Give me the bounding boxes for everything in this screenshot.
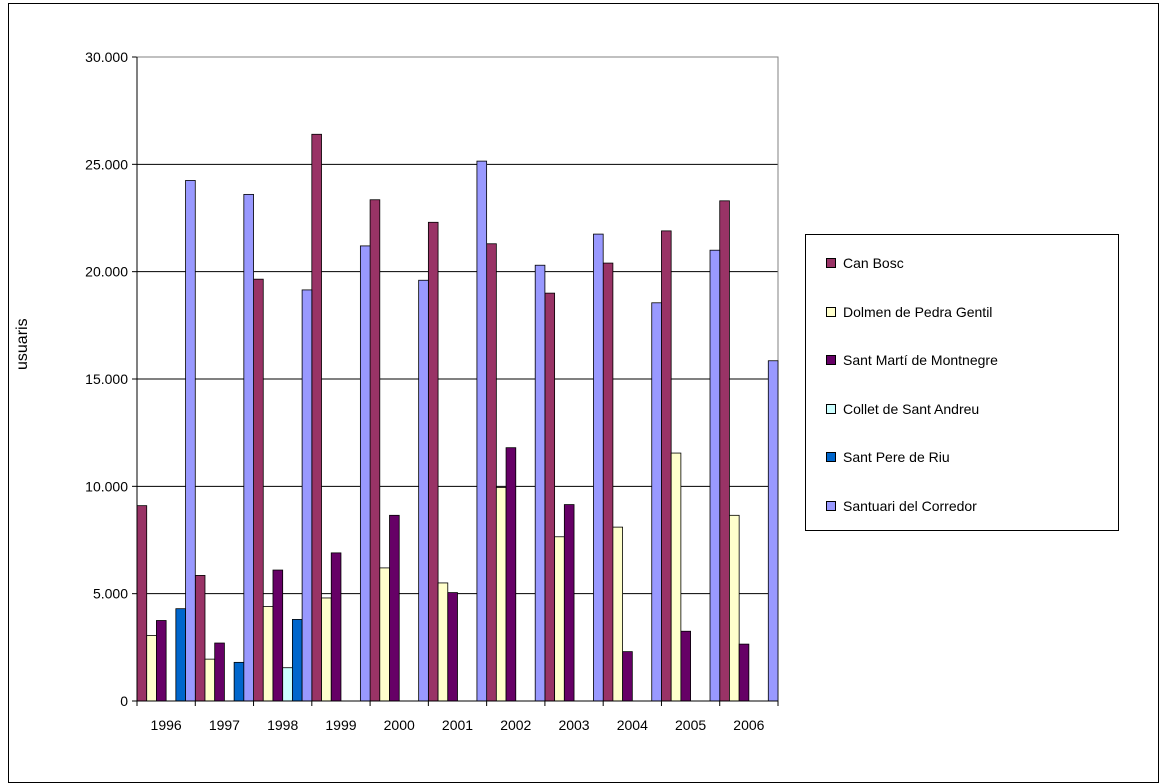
bar-can-bosc (486, 243, 497, 702)
bar-santuari-del-corredor (593, 233, 604, 702)
y-tick-label: 25.000 (85, 156, 128, 172)
bar-can-bosc (253, 278, 264, 702)
legend-label: Collet de Sant Andreu (843, 400, 980, 417)
bar-dolmen-de-pedra-gentil (204, 658, 216, 702)
bar-sant-mart-de-montnegre (505, 447, 517, 702)
x-tick-label: 2005 (675, 717, 706, 733)
bar-santuari-del-corredor (651, 302, 662, 702)
bar-santuari-del-corredor (243, 193, 254, 702)
legend-swatch (826, 258, 836, 268)
bar-dolmen-de-pedra-gentil (729, 514, 740, 702)
bar-dolmen-de-pedra-gentil (321, 597, 332, 702)
bar-santuari-del-corredor (359, 245, 371, 702)
bar-can-bosc (661, 230, 672, 702)
x-tick-label: 1996 (151, 717, 182, 733)
legend-item: Sant Martí de Montnegre (826, 351, 998, 369)
bar-can-bosc (719, 200, 730, 702)
bar-sant-pere-de-riu (175, 608, 186, 702)
y-tick-label: 0 (120, 693, 128, 709)
x-tick-label: 2004 (617, 717, 648, 733)
x-tick-label: 2003 (558, 717, 589, 733)
y-tick-label: 15.000 (85, 371, 128, 387)
x-tick-label: 1998 (267, 717, 298, 733)
bar-santuari-del-corredor (476, 160, 488, 702)
bar-dolmen-de-pedra-gentil (379, 567, 390, 702)
bar-can-bosc (544, 292, 556, 702)
bar-dolmen-de-pedra-gentil (495, 487, 507, 702)
bar-can-bosc (136, 505, 148, 702)
legend-swatch (826, 306, 836, 317)
bar-dolmen-de-pedra-gentil (670, 452, 682, 702)
bar-can-bosc (602, 262, 614, 702)
bar-santuari-del-corredor (767, 360, 779, 702)
bar-can-bosc (369, 199, 381, 702)
legend-item: Can Bosc (826, 254, 904, 272)
bar-sant-mart-de-montnegre (738, 643, 750, 702)
y-tick-label: 20.000 (85, 264, 128, 280)
bar-can-bosc (427, 221, 439, 702)
bar-santuari-del-corredor (301, 289, 313, 702)
legend-label: Dolmen de Pedra Gentil (843, 303, 993, 320)
y-axis-label: usuaris (14, 318, 31, 370)
legend-label: Sant Pere de Riu (843, 449, 950, 465)
bar-santuari-del-corredor (534, 264, 546, 702)
bar-dolmen-de-pedra-gentil (437, 582, 449, 702)
legend-label: Santuari del Corredor (843, 497, 977, 514)
bar-sant-mart-de-montnegre (622, 651, 633, 702)
legend-item: Santuari del Corredor (826, 497, 977, 515)
bar-sant-mart-de-montnegre (330, 552, 342, 702)
legend-item: Collet de Sant Andreu (826, 400, 979, 418)
x-tick-label: 2001 (442, 717, 473, 733)
bar-sant-mart-de-montnegre (214, 642, 225, 702)
legend-swatch (826, 403, 836, 414)
y-tick-label: 10.000 (85, 478, 128, 494)
bar-sant-mart-de-montnegre (272, 569, 284, 702)
y-tick-label: 5.000 (93, 586, 128, 602)
bar-dolmen-de-pedra-gentil (146, 635, 157, 702)
bar-sant-mart-de-montnegre (680, 630, 691, 702)
x-tick-label: 2000 (384, 717, 415, 733)
bar-sant-mart-de-montnegre (563, 504, 575, 702)
bar-sant-mart-de-montnegre (156, 620, 167, 702)
x-tick-label: 2006 (733, 717, 764, 733)
bar-dolmen-de-pedra-gentil (612, 526, 624, 702)
bar-sant-pere-de-riu (291, 619, 303, 702)
bar-santuari-del-corredor (185, 180, 196, 702)
bar-santuari-del-corredor (418, 279, 429, 702)
x-tick-label: 2002 (500, 717, 531, 733)
bar-sant-pere-de-riu (233, 661, 245, 702)
bar-chart: 0 5.000 10.000 15.000 20.000 25.000 30.000 1996… (85, 49, 779, 733)
legend-label: Can Bosc (843, 255, 904, 271)
bar-sant-mart-de-montnegre (447, 592, 458, 702)
legend-label: Sant Martí de Montnegre (843, 352, 998, 368)
y-tick-label: 30.000 (85, 49, 128, 65)
legend-item: Dolmen de Pedra Gentil (826, 303, 992, 321)
bar-dolmen-de-pedra-gentil (554, 536, 565, 702)
bar-dolmen-de-pedra-gentil (262, 606, 274, 702)
bar-sant-mart-de-montnegre (389, 514, 400, 702)
legend-swatch (826, 452, 836, 462)
bar-collet-de-sant-andreu (282, 667, 293, 702)
legend-item: Sant Pere de Riu (826, 448, 950, 466)
legend-swatch (826, 500, 836, 511)
x-tick-label: 1999 (325, 717, 356, 733)
legend-swatch (826, 355, 836, 365)
bar-can-bosc (311, 133, 322, 702)
bar-santuari-del-corredor (709, 249, 721, 702)
bar-can-bosc (194, 575, 206, 702)
legend: Can Bosc Dolmen de Pedra Gentil Sant Martí… (805, 234, 1119, 531)
x-tick-label: 1997 (209, 717, 240, 733)
